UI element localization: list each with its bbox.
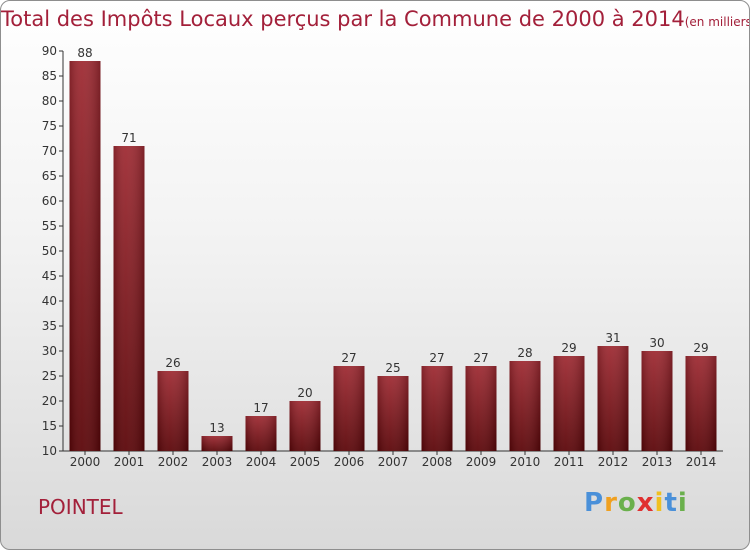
proxiti-logo[interactable]: Proxiti bbox=[584, 488, 688, 518]
bar-shade bbox=[201, 436, 233, 451]
bar-value-label: 17 bbox=[253, 401, 268, 415]
bar-value-label: 26 bbox=[165, 356, 180, 370]
logo-letter: x bbox=[636, 488, 655, 518]
x-tick-label: 2010 bbox=[510, 455, 541, 469]
bar-shade bbox=[421, 366, 453, 451]
y-tick-label: 75 bbox=[42, 119, 57, 133]
bar-value-label: 29 bbox=[693, 341, 708, 355]
x-tick-label: 2011 bbox=[554, 455, 585, 469]
x-tick-labels: 2000 2001 2002 2003 2004 2005 2006 2007 2008 2009… bbox=[70, 455, 717, 469]
y-tick-label: 55 bbox=[42, 219, 57, 233]
y-tick-label: 90 bbox=[42, 44, 57, 58]
y-tick-label: 80 bbox=[42, 94, 57, 108]
y-tick-label: 25 bbox=[42, 369, 57, 383]
bar-shade bbox=[597, 346, 629, 451]
y-tick-label: 20 bbox=[42, 394, 57, 408]
y-tick-label: 65 bbox=[42, 169, 57, 183]
x-tick-label: 2002 bbox=[158, 455, 189, 469]
bar-value-label: 71 bbox=[121, 131, 136, 145]
logo-letter: r bbox=[604, 488, 618, 518]
bar-value-label: 27 bbox=[341, 351, 356, 365]
bar-value-label: 28 bbox=[517, 346, 532, 360]
y-tick-label: 50 bbox=[42, 244, 57, 258]
x-tick-label: 2009 bbox=[466, 455, 497, 469]
bar-value-label: 25 bbox=[385, 361, 400, 375]
x-tick-label: 2003 bbox=[202, 455, 233, 469]
bars-group bbox=[69, 61, 717, 451]
bar-value-label: 29 bbox=[561, 341, 576, 355]
bar-shade bbox=[641, 351, 673, 451]
bar-shade bbox=[333, 366, 365, 451]
bar-value-label: 13 bbox=[209, 421, 224, 435]
bar-shade bbox=[509, 361, 541, 451]
bar-value-label: 31 bbox=[605, 331, 620, 345]
y-tick-label: 70 bbox=[42, 144, 57, 158]
bar-value-label: 27 bbox=[473, 351, 488, 365]
bar-shade bbox=[377, 376, 409, 451]
x-tick-label: 2012 bbox=[598, 455, 629, 469]
y-tick-label: 85 bbox=[42, 69, 57, 83]
bar-value-label: 30 bbox=[649, 336, 664, 350]
chart-title: Total des Impôts Locaux perçus par la Co… bbox=[1, 7, 750, 31]
bar-value-label: 88 bbox=[77, 46, 92, 60]
bar-shade bbox=[113, 146, 145, 451]
bar-shade bbox=[685, 356, 717, 451]
y-tick-labels: 10 15 20 25 30 35 40 45 50 55 60 65 70 75 80 85 90 bbox=[42, 44, 57, 458]
logo-letter: i bbox=[677, 488, 688, 518]
bar-shade bbox=[69, 61, 101, 451]
x-tick-label: 2014 bbox=[686, 455, 717, 469]
bar-shade bbox=[157, 371, 189, 451]
x-tick-label: 2000 bbox=[70, 455, 101, 469]
chart-title-unit: (en milliers d'€) bbox=[684, 15, 750, 29]
logo-letter: i bbox=[654, 488, 665, 518]
y-tick-label: 35 bbox=[42, 319, 57, 333]
y-tick-label: 45 bbox=[42, 269, 57, 283]
x-tick-label: 2013 bbox=[642, 455, 673, 469]
y-tick-label: 40 bbox=[42, 294, 57, 308]
bar-shade bbox=[465, 366, 497, 451]
y-tick-label: 30 bbox=[42, 344, 57, 358]
y-tick-label: 15 bbox=[42, 419, 57, 433]
x-tick-label: 2006 bbox=[334, 455, 365, 469]
bar-value-label: 27 bbox=[429, 351, 444, 365]
y-tick-label: 60 bbox=[42, 194, 57, 208]
value-labels: 88 71 26 13 17 20 27 25 27 27 28 29 31 30 29 bbox=[77, 46, 708, 435]
chart-title-main: Total des Impôts Locaux perçus par la Co… bbox=[1, 7, 685, 31]
bar-shade bbox=[553, 356, 585, 451]
x-tick-label: 2005 bbox=[290, 455, 321, 469]
commune-name: POINTEL bbox=[38, 495, 123, 519]
x-tick-label: 2004 bbox=[246, 455, 277, 469]
y-tick-label: 10 bbox=[42, 444, 57, 458]
bar-value-label: 20 bbox=[297, 386, 312, 400]
x-tick-label: 2007 bbox=[378, 455, 409, 469]
bar-shade bbox=[245, 416, 277, 451]
logo-letter: o bbox=[617, 488, 637, 518]
x-tick-label: 2001 bbox=[114, 455, 145, 469]
logo-letter: P bbox=[584, 488, 605, 518]
logo-letter: t bbox=[664, 488, 678, 518]
x-tick-label: 2008 bbox=[422, 455, 453, 469]
bar-shade bbox=[289, 401, 321, 451]
